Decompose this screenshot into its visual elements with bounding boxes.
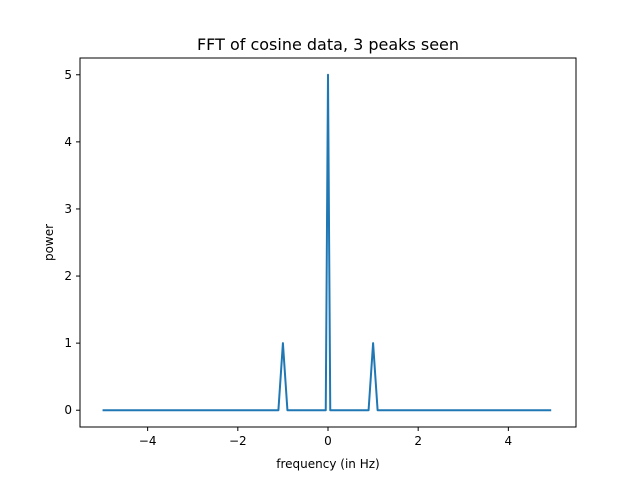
x-axis-label: frequency (in Hz) xyxy=(276,457,379,471)
x-tick-label: 0 xyxy=(324,434,332,448)
x-axis-ticks: −4 −2 0 2 4 xyxy=(139,427,512,448)
series-line-0 xyxy=(102,73,552,412)
y-tick-label: 1 xyxy=(64,336,72,350)
y-axis-ticks: 0 1 2 3 4 5 xyxy=(64,68,80,417)
y-tick-label: 3 xyxy=(64,202,72,216)
x-tick-label: 4 xyxy=(505,434,513,448)
y-axis-label: power xyxy=(42,224,56,261)
y-tick-label: 4 xyxy=(64,135,72,149)
x-tick-label: −2 xyxy=(229,434,247,448)
y-tick-label: 0 xyxy=(64,403,72,417)
chart-title: FFT of cosine data, 3 peaks seen xyxy=(197,35,459,54)
x-tick-label: −4 xyxy=(139,434,157,448)
y-tick-label: 5 xyxy=(64,68,72,82)
x-tick-label: 2 xyxy=(414,434,422,448)
plot-area xyxy=(102,73,552,412)
y-tick-label: 2 xyxy=(64,269,72,283)
